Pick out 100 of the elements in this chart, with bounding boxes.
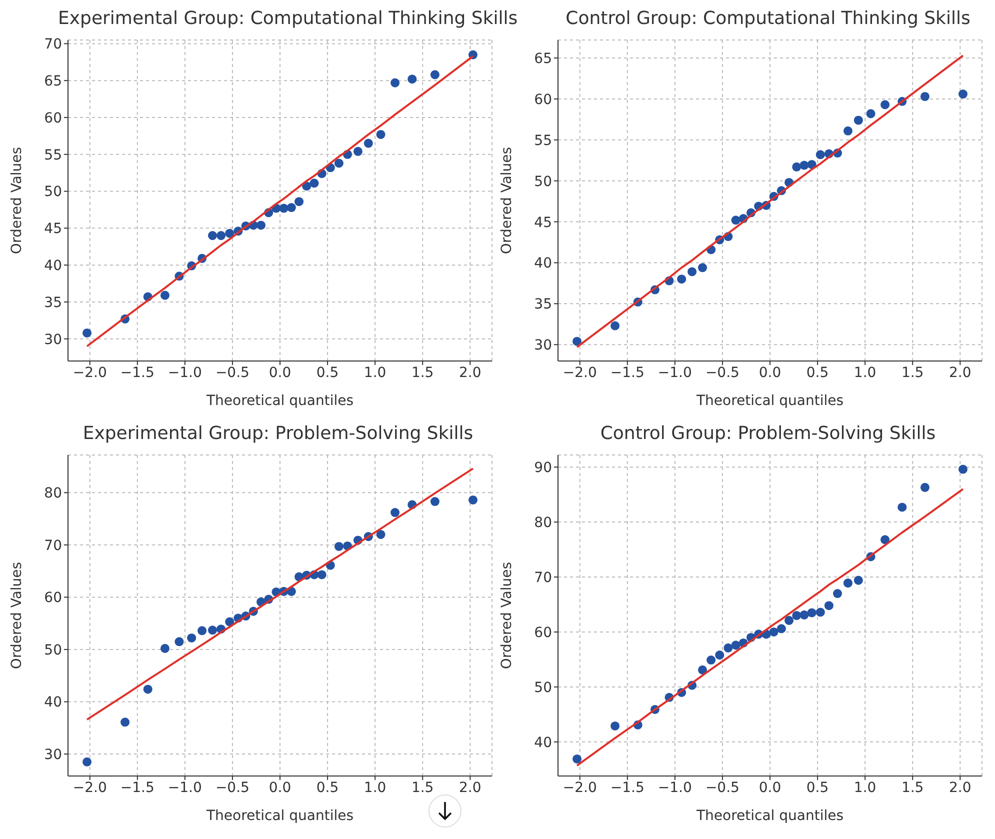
point xyxy=(82,757,92,766)
y-tick-label: 40 xyxy=(534,734,552,751)
point xyxy=(843,126,852,136)
point xyxy=(776,624,786,634)
point xyxy=(854,576,863,585)
y-tick-label: 50 xyxy=(534,680,552,696)
point xyxy=(160,290,170,300)
point xyxy=(824,601,834,610)
x-tick-label: −2.0 xyxy=(72,364,107,381)
x-tick-label: 0.0 xyxy=(758,780,782,796)
y-tick-label: 55 xyxy=(534,132,552,149)
y-tick-label: 55 xyxy=(44,147,62,164)
point xyxy=(698,665,708,674)
x-tick-label: −1.5 xyxy=(610,364,644,381)
point xyxy=(408,74,417,84)
point xyxy=(376,130,386,139)
y-tick-label: 40 xyxy=(44,258,62,274)
x-tick-label: 0.0 xyxy=(268,780,292,796)
x-tick-label: 0.5 xyxy=(316,364,339,381)
point xyxy=(208,231,218,240)
point xyxy=(364,138,373,148)
x-tick-label: −1.0 xyxy=(658,364,692,381)
point xyxy=(792,162,802,172)
chart-title: Experimental Group: Problem-Solving Skills xyxy=(82,423,474,446)
x-tick-label: −1.0 xyxy=(658,780,692,796)
y-tick-label: 50 xyxy=(534,174,552,190)
point xyxy=(610,321,620,330)
point xyxy=(143,684,152,694)
y-tick-label: 45 xyxy=(44,221,62,238)
point xyxy=(225,617,234,626)
point xyxy=(572,754,582,764)
y-tick-label: 60 xyxy=(44,110,62,126)
point xyxy=(898,502,907,512)
x-tick-label: 1.0 xyxy=(854,364,876,381)
x-axis-title: Theoretical quantiles xyxy=(205,393,354,409)
chart-title: Control Group: Problem-Solving Skills xyxy=(599,423,937,446)
x-tick-label: −1.5 xyxy=(120,780,154,796)
point xyxy=(880,100,890,110)
point xyxy=(698,263,708,272)
point xyxy=(334,542,344,551)
point xyxy=(317,570,326,580)
x-tick-label: 2.0 xyxy=(949,780,972,796)
point xyxy=(208,626,218,635)
point xyxy=(286,203,296,212)
x-tick-label: −2.0 xyxy=(562,780,597,796)
x-tick-label: 0.5 xyxy=(316,780,339,796)
x-tick-label: −1.5 xyxy=(120,364,154,381)
x-tick-label: 1.5 xyxy=(411,364,434,381)
point xyxy=(731,216,740,225)
y-tick-label: 50 xyxy=(44,642,62,658)
x-axis-title: Theoretical quantiles xyxy=(695,808,844,824)
x-tick-label: 1.5 xyxy=(901,780,924,796)
point xyxy=(816,150,825,160)
point xyxy=(880,535,890,544)
point xyxy=(160,644,170,653)
point xyxy=(792,610,802,620)
x-tick-label: 0.5 xyxy=(806,780,829,796)
y-axis-title: Ordered Values xyxy=(498,562,515,670)
point xyxy=(958,90,968,99)
y-tick-label: 30 xyxy=(534,338,552,354)
point xyxy=(677,274,686,284)
chart-title: Control Group: Computational Thinking Skills xyxy=(566,8,970,29)
line-series xyxy=(576,488,964,767)
point xyxy=(390,78,400,88)
y-tick-label: 30 xyxy=(44,332,62,348)
x-tick-label: −1.0 xyxy=(168,364,202,381)
point xyxy=(715,650,724,660)
x-tick-label: 2.0 xyxy=(459,364,482,381)
x-tick-label: 2.0 xyxy=(949,364,972,381)
point xyxy=(225,228,234,238)
point xyxy=(279,204,288,213)
chart-title: Experimental Group: Computational Thinking Skills xyxy=(57,8,518,31)
y-axis-title: Ordered Values xyxy=(498,146,515,254)
y-axis-title: Ordered Values xyxy=(8,562,25,670)
y-tick-label: 30 xyxy=(44,747,62,764)
x-tick-label: 1.0 xyxy=(364,780,386,796)
x-tick-label: 1.5 xyxy=(901,364,924,381)
point xyxy=(468,495,478,504)
x-tick-label: −0.5 xyxy=(705,780,740,796)
y-axis-title: Ordered Values xyxy=(8,146,25,254)
y-tick-label: 35 xyxy=(44,294,62,311)
point xyxy=(816,608,825,617)
point xyxy=(706,656,716,665)
x-tick-label: 0.0 xyxy=(758,364,782,381)
point xyxy=(353,146,362,156)
y-tick-label: 40 xyxy=(534,256,552,272)
x-tick-label: 1.0 xyxy=(854,780,876,796)
y-tick-label: 45 xyxy=(534,214,552,231)
y-tick-label: 70 xyxy=(44,36,62,53)
point xyxy=(866,109,876,118)
y-tick-label: 60 xyxy=(534,624,552,641)
y-tick-label: 50 xyxy=(44,184,62,200)
y-tick-label: 40 xyxy=(44,694,62,711)
point xyxy=(958,464,968,474)
line-series xyxy=(576,54,964,348)
y-tick-label: 60 xyxy=(44,590,62,606)
point xyxy=(854,116,863,125)
point xyxy=(920,482,930,492)
point xyxy=(769,627,778,636)
point xyxy=(187,633,196,642)
